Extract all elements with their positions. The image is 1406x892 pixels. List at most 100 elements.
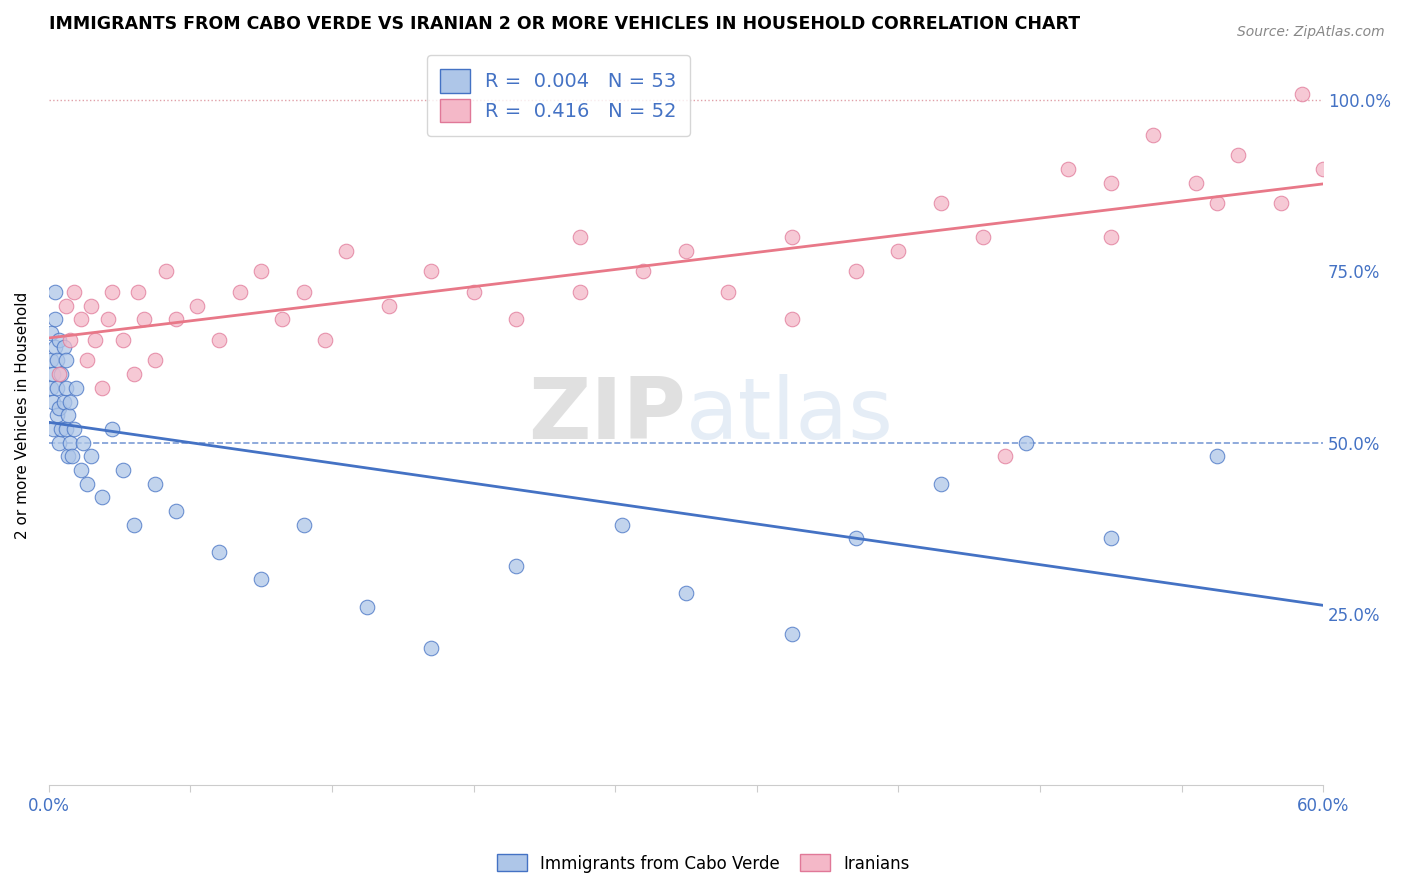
Point — [65, 381, 87, 395]
Point — [80, 299, 103, 313]
Point — [51, 422, 73, 436]
Point — [76, 476, 98, 491]
Point — [1184, 176, 1206, 190]
Point — [39, 326, 62, 340]
Point — [186, 299, 208, 313]
Point — [1057, 161, 1080, 176]
Point — [90, 381, 112, 395]
Point — [165, 504, 187, 518]
Point — [633, 264, 655, 278]
Point — [46, 408, 69, 422]
Point — [42, 367, 65, 381]
Y-axis label: 2 or more Vehicles in Household: 2 or more Vehicles in Household — [15, 292, 30, 539]
Point — [1291, 87, 1313, 101]
Point — [229, 285, 252, 299]
Point — [72, 435, 94, 450]
Point — [420, 640, 443, 655]
Point — [52, 394, 75, 409]
Point — [59, 333, 82, 347]
Point — [112, 333, 135, 347]
Point — [780, 312, 803, 326]
Point — [292, 517, 315, 532]
Point — [675, 586, 697, 600]
Point — [165, 312, 187, 326]
Point — [76, 353, 98, 368]
Point — [250, 264, 273, 278]
Point — [845, 264, 868, 278]
Point — [208, 545, 231, 559]
Text: atlas: atlas — [686, 374, 894, 457]
Point — [55, 422, 77, 436]
Legend: R =  0.004   N = 53, R =  0.416   N = 52: R = 0.004 N = 53, R = 0.416 N = 52 — [427, 55, 690, 136]
Point — [48, 367, 70, 381]
Point — [887, 244, 910, 258]
Point — [1015, 435, 1038, 450]
Point — [97, 312, 120, 326]
Point — [208, 333, 231, 347]
Point — [48, 333, 70, 347]
Point — [1099, 230, 1122, 244]
Point — [612, 517, 634, 532]
Point — [44, 340, 66, 354]
Point — [127, 285, 149, 299]
Point — [568, 230, 591, 244]
Point — [46, 353, 69, 368]
Point — [46, 381, 69, 395]
Point — [112, 463, 135, 477]
Point — [101, 285, 124, 299]
Point — [780, 230, 803, 244]
Point — [1099, 176, 1122, 190]
Point — [780, 627, 803, 641]
Point — [122, 367, 145, 381]
Point — [1099, 532, 1122, 546]
Point — [134, 312, 156, 326]
Point — [48, 435, 70, 450]
Point — [505, 558, 527, 573]
Point — [42, 394, 65, 409]
Point — [63, 285, 86, 299]
Point — [993, 450, 1015, 464]
Point — [48, 401, 70, 416]
Point — [55, 299, 77, 313]
Point — [1206, 196, 1229, 211]
Point — [929, 476, 952, 491]
Point — [60, 450, 83, 464]
Point — [505, 312, 527, 326]
Point — [42, 422, 65, 436]
Point — [420, 264, 443, 278]
Point — [845, 532, 868, 546]
Point — [314, 333, 336, 347]
Point — [69, 463, 91, 477]
Point — [377, 299, 399, 313]
Point — [55, 381, 77, 395]
Point — [1312, 161, 1334, 176]
Point — [55, 353, 77, 368]
Point — [972, 230, 994, 244]
Point — [143, 476, 166, 491]
Point — [59, 435, 82, 450]
Point — [1142, 128, 1164, 142]
Point — [271, 312, 294, 326]
Point — [463, 285, 485, 299]
Point — [39, 353, 62, 368]
Point — [52, 340, 75, 354]
Point — [155, 264, 177, 278]
Point — [1270, 196, 1292, 211]
Point — [39, 381, 62, 395]
Point — [1227, 148, 1250, 162]
Point — [122, 517, 145, 532]
Point — [335, 244, 357, 258]
Point — [56, 408, 79, 422]
Point — [143, 353, 166, 368]
Point — [56, 450, 79, 464]
Point — [69, 312, 91, 326]
Point — [356, 599, 378, 614]
Text: Source: ZipAtlas.com: Source: ZipAtlas.com — [1237, 25, 1385, 39]
Point — [250, 573, 273, 587]
Legend: Immigrants from Cabo Verde, Iranians: Immigrants from Cabo Verde, Iranians — [489, 847, 917, 880]
Point — [59, 394, 82, 409]
Point — [84, 333, 107, 347]
Point — [80, 450, 103, 464]
Text: IMMIGRANTS FROM CABO VERDE VS IRANIAN 2 OR MORE VEHICLES IN HOUSEHOLD CORRELATIO: IMMIGRANTS FROM CABO VERDE VS IRANIAN 2 … — [49, 15, 1080, 33]
Point — [675, 244, 697, 258]
